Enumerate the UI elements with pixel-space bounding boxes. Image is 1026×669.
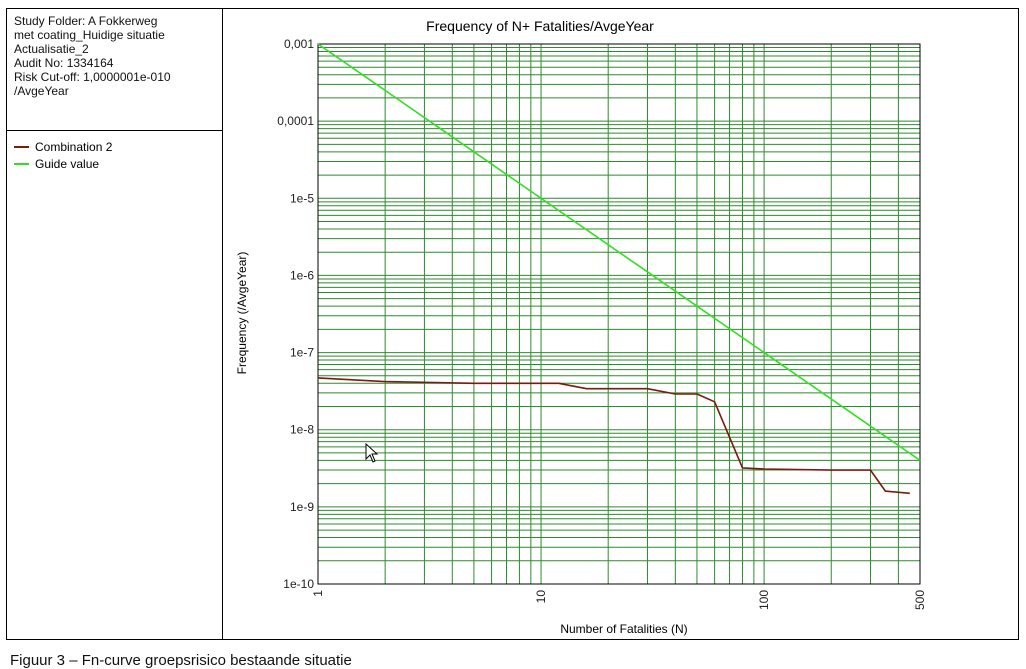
x-tick-label: 1 [311,590,325,597]
x-tick-label: 500 [913,590,927,610]
legend-item-guide-value: Guide value [14,155,222,172]
tick-labels: 0,001 0,0001 1e-5 1e-6 1e-7 1e-8 1e-9 1e-101 10 1… [277,37,927,610]
plot-border [317,43,921,585]
y-tick-label: 1e-5 [290,191,314,205]
study-info-line: /AvgeYear [14,84,69,98]
legend-swatch [14,145,29,148]
study-info: Study Folder: A Fokkerweg met coating_Hu… [6,8,222,131]
y-axis-label: Frequency (/AvgeYear) [235,252,249,375]
mouse-cursor-icon [365,442,379,463]
fn-curve-chart: 0,001 0,0001 1e-5 1e-6 1e-7 1e-8 1e-9 1e-101 10 1… [235,18,927,636]
chart-legend: Combination 2 Guide value [6,138,222,172]
series-line-guide-value [317,43,921,462]
study-info-line: Audit No: 1334164 [14,56,114,70]
y-tick-label: 1e-7 [290,346,314,360]
study-info-line: met coating_Huidige situatie [14,28,165,42]
study-info-line: Actualisatie_2 [14,42,89,56]
y-tick-label: 1e-9 [290,500,314,514]
y-tick-label: 1e-6 [290,268,314,282]
x-tick-label: 100 [757,590,771,610]
figure-frame [6,8,1019,640]
legend-swatch [14,162,29,165]
grid-lines [317,43,921,585]
study-info-line: Risk Cut-off: 1,0000001e-010 [14,70,171,84]
y-tick-label: 0,0001 [277,114,314,128]
figure-caption: Figuur 3 – Fn-curve groepsrisico bestaan… [10,652,352,669]
study-info-line: Study Folder: A Fokkerweg [14,14,158,28]
y-tick-label: 0,001 [284,37,314,51]
y-tick-label: 1e-8 [290,423,314,437]
legend-label: Combination 2 [35,139,113,154]
x-tick-label: 10 [534,590,548,604]
y-tick-label: 1e-10 [283,577,314,591]
series-lines [317,43,921,495]
x-axis-label: Number of Fatalities (N) [560,622,687,636]
info-panel: Study Folder: A Fokkerweg met coating_Hu… [6,8,223,640]
legend-item-combination-2: Combination 2 [14,138,222,155]
chart-title: Frequency of N+ Fatalities/AvgeYear [426,18,654,34]
series-line-combination-2 [317,377,910,495]
legend-label: Guide value [35,156,100,171]
